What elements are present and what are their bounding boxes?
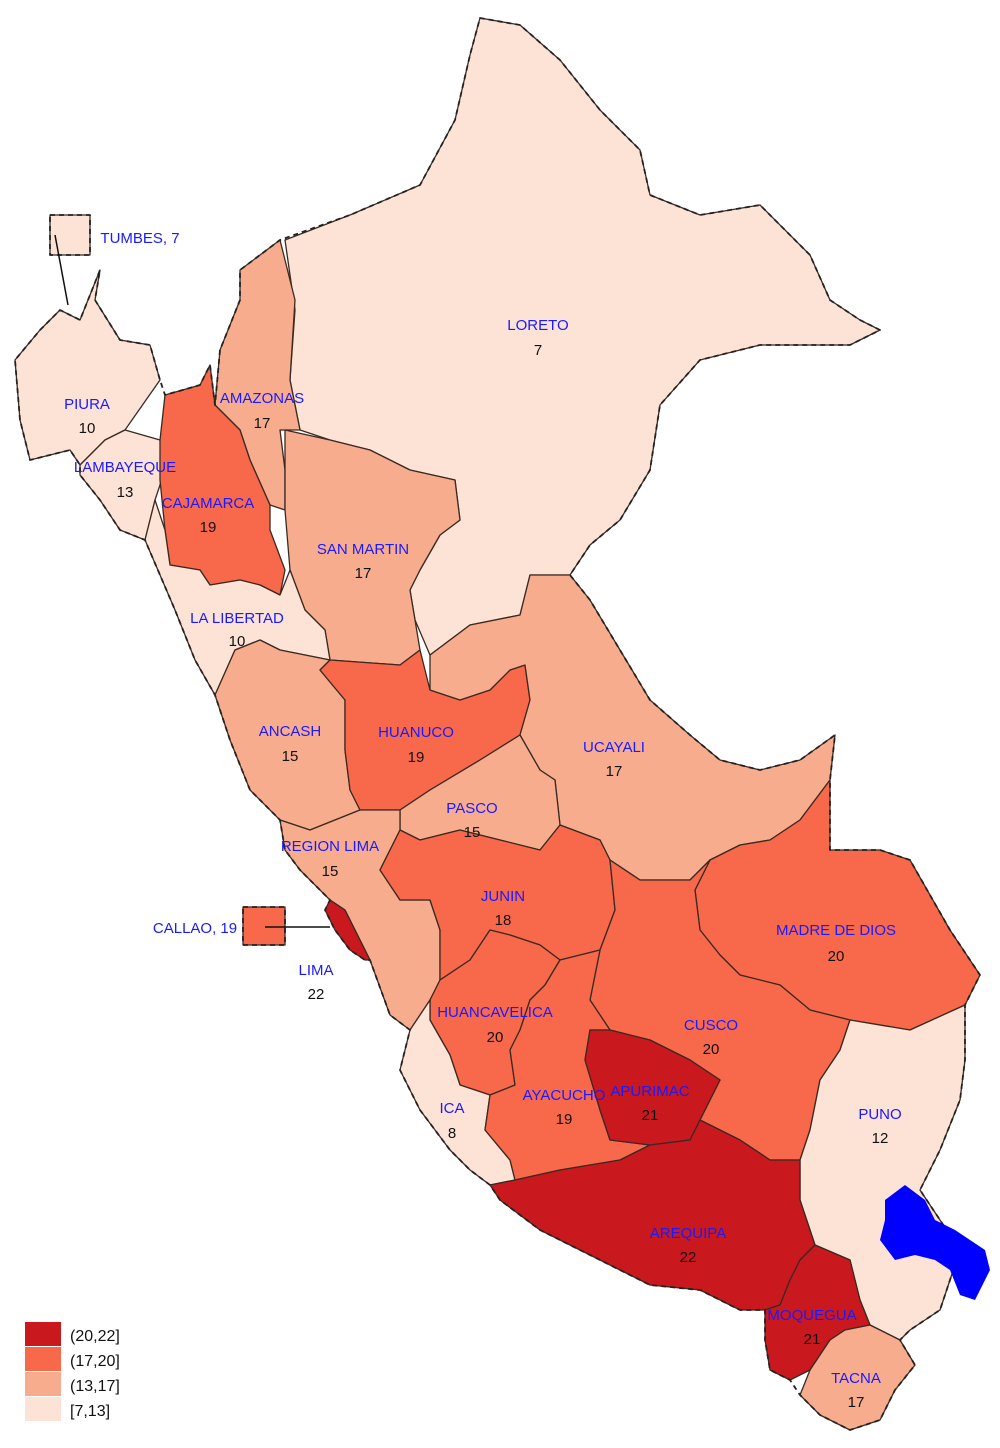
legend-label-4: [7,13] xyxy=(70,1403,110,1420)
region-callao-inset[interactable] xyxy=(242,906,286,946)
national-border-layer xyxy=(14,17,981,1431)
legend-label-1: (20,22] xyxy=(70,1328,120,1345)
value-cajamarca: 19 xyxy=(200,519,217,536)
legend-label-3: (13,17] xyxy=(70,1378,120,1395)
region-labels: TUMBES, 7 LORETO 7 PIURA 10 AMAZONAS 17 … xyxy=(64,230,902,1411)
value-ucayali: 17 xyxy=(606,763,623,780)
callao-inset-border xyxy=(242,906,286,946)
label-piura: PIURA xyxy=(64,396,110,413)
legend-swatch-4 xyxy=(25,1397,61,1421)
label-junin: JUNIN xyxy=(481,888,525,905)
value-loreto: 7 xyxy=(534,342,542,359)
value-ayacucho: 19 xyxy=(556,1111,573,1128)
value-arequipa: 22 xyxy=(680,1249,697,1266)
value-san-martin: 17 xyxy=(355,565,372,582)
label-region-lima: REGION LIMA xyxy=(281,838,379,855)
value-amazonas: 17 xyxy=(254,415,271,432)
value-madre-de-dios: 20 xyxy=(828,948,845,965)
value-huanuco: 19 xyxy=(408,749,425,766)
label-lima: LIMA xyxy=(298,962,333,979)
value-pasco: 15 xyxy=(464,824,481,841)
legend-label-2: (17,20] xyxy=(70,1353,120,1370)
tumbes-leader-line xyxy=(54,234,69,306)
label-tumbes: TUMBES, 7 xyxy=(100,230,179,247)
label-callao: CALLAO, 19 xyxy=(153,920,237,937)
value-region-lima: 15 xyxy=(322,863,339,880)
label-ancash: ANCASH xyxy=(259,723,322,740)
value-cusco: 20 xyxy=(703,1041,720,1058)
label-amazonas: AMAZONAS xyxy=(220,390,304,407)
label-pasco: PASCO xyxy=(446,800,497,817)
label-ica: ICA xyxy=(439,1100,464,1117)
label-loreto: LORETO xyxy=(507,317,568,334)
legend: (20,22] (17,20] (13,17] [7,13] xyxy=(25,1322,120,1421)
label-puno: PUNO xyxy=(858,1106,901,1123)
label-moquegua: MOQUEGUA xyxy=(767,1307,856,1324)
label-lambayeque: LAMBAYEQUE xyxy=(74,459,176,476)
value-piura: 10 xyxy=(79,420,96,437)
tumbes-inset-border xyxy=(49,214,91,256)
value-lambayeque: 13 xyxy=(117,484,134,501)
label-ayacucho: AYACUCHO xyxy=(523,1087,606,1104)
legend-swatch-3 xyxy=(25,1372,61,1396)
value-lima: 22 xyxy=(308,986,325,1003)
label-apurimac: APURIMAC xyxy=(610,1083,689,1100)
value-ancash: 15 xyxy=(282,748,299,765)
label-huanuco: HUANUCO xyxy=(378,724,454,741)
label-tacna: TACNA xyxy=(831,1370,881,1387)
label-la-libertad: LA LIBERTAD xyxy=(190,610,284,627)
value-ica: 8 xyxy=(448,1125,456,1142)
label-arequipa: AREQUIPA xyxy=(650,1225,726,1242)
value-junin: 18 xyxy=(495,912,512,929)
value-la-libertad: 10 xyxy=(229,633,246,650)
national-border xyxy=(14,17,981,1431)
label-huancavelica: HUANCAVELICA xyxy=(437,1004,553,1021)
value-huancavelica: 20 xyxy=(487,1029,504,1046)
label-san-martin: SAN MARTIN xyxy=(317,541,409,558)
label-madre-de-dios: MADRE DE DIOS xyxy=(776,922,896,939)
legend-swatch-1 xyxy=(25,1322,61,1346)
legend-swatch-2 xyxy=(25,1347,61,1371)
value-moquegua: 21 xyxy=(804,1331,821,1348)
lake-titicaca xyxy=(880,1185,990,1300)
label-cajamarca: CAJAMARCA xyxy=(162,495,255,512)
value-apurimac: 21 xyxy=(642,1107,659,1124)
value-puno: 12 xyxy=(872,1130,889,1147)
label-ucayali: UCAYALI xyxy=(583,739,645,756)
value-tacna: 17 xyxy=(848,1394,865,1411)
region-piura[interactable] xyxy=(14,269,161,466)
region-tumbes-inset[interactable] xyxy=(49,214,91,256)
label-cusco: CUSCO xyxy=(684,1017,738,1034)
